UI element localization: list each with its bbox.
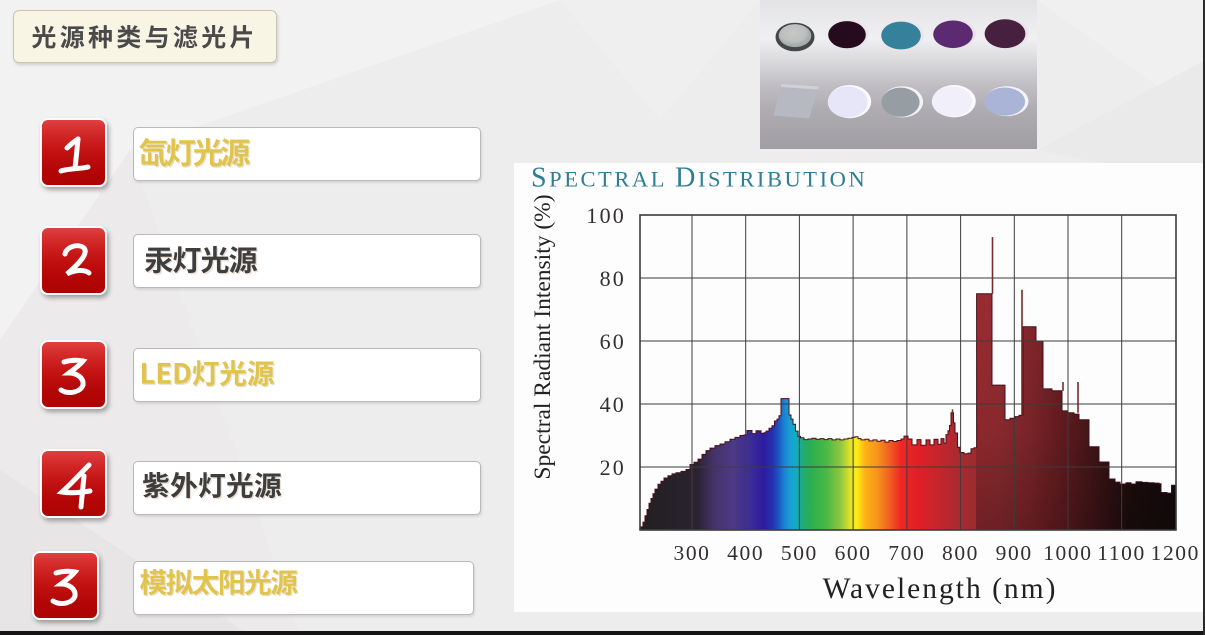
svg-text:20: 20: [600, 455, 626, 480]
svg-text:SPECTRAL DISTRIBUTION: SPECTRAL DISTRIBUTION: [531, 163, 867, 194]
svg-text:600: 600: [835, 541, 872, 565]
svg-text:100: 100: [586, 203, 626, 228]
svg-text:1000: 1000: [1043, 541, 1092, 565]
svg-text:700: 700: [888, 541, 925, 565]
svg-text:40: 40: [600, 392, 626, 417]
svg-text:500: 500: [781, 541, 818, 565]
svg-text:1200: 1200: [1151, 541, 1200, 565]
svg-text:900: 900: [996, 541, 1033, 565]
svg-text:300: 300: [673, 541, 710, 565]
svg-text:60: 60: [600, 329, 626, 354]
svg-text:Spectral Radiant Intensity (%): Spectral Radiant Intensity (%): [530, 194, 556, 479]
svg-text:400: 400: [727, 541, 764, 565]
svg-text:1100: 1100: [1097, 541, 1146, 565]
svg-text:800: 800: [942, 541, 979, 565]
svg-text:Wavelength (nm): Wavelength (nm): [823, 573, 1058, 605]
svg-text:80: 80: [600, 266, 626, 291]
